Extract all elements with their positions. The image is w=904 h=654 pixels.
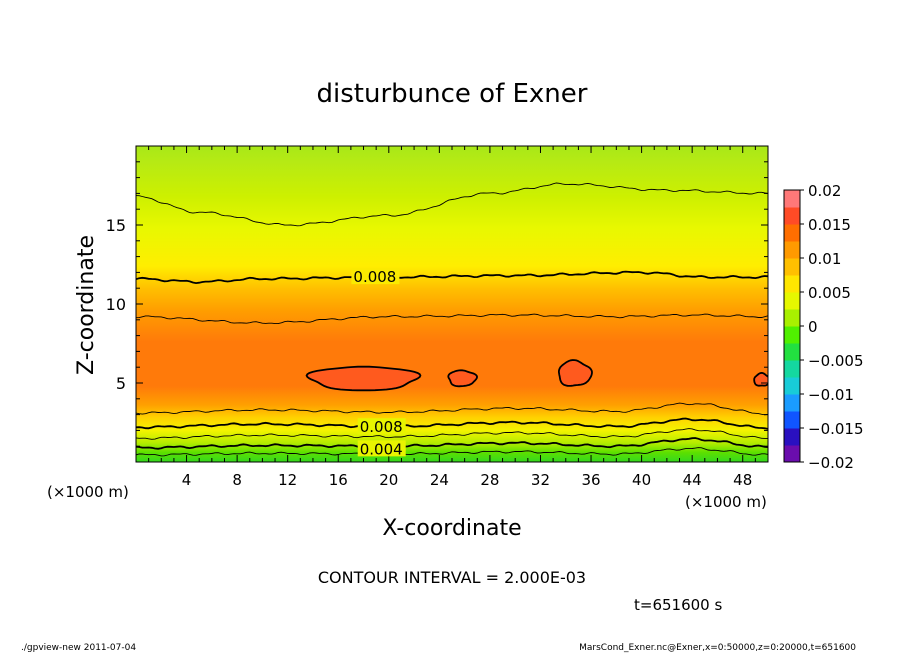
x-tick-label: 28 bbox=[480, 471, 499, 489]
x-tick-label: 44 bbox=[683, 471, 702, 489]
colorbar-swatch bbox=[784, 258, 800, 276]
colorbar-label: 0.005 bbox=[808, 284, 851, 302]
y-axis: 5 10 15 bbox=[106, 161, 768, 447]
y-tick-label: 10 bbox=[106, 295, 126, 314]
x-tick-label: 8 bbox=[232, 471, 242, 489]
colorbar-label: 0.015 bbox=[808, 216, 851, 234]
x-tick-label: 48 bbox=[733, 471, 752, 489]
x-axis-title: X-coordinate bbox=[382, 516, 521, 541]
contour-labels: 0.008 0.008 0.004 bbox=[351, 268, 406, 458]
contour-label-bg bbox=[351, 268, 400, 285]
x-tick-label: 24 bbox=[430, 471, 449, 489]
contour-line bbox=[136, 313, 768, 325]
contour-line bbox=[136, 402, 768, 416]
colorbar-swatch bbox=[784, 411, 800, 429]
colorbar-swatch bbox=[784, 241, 800, 259]
colorbar-label: 0 bbox=[808, 318, 818, 336]
colorbar-swatch bbox=[784, 292, 800, 310]
colorbar-swatch bbox=[784, 224, 800, 242]
plot-area bbox=[136, 146, 768, 462]
closed-contour bbox=[447, 369, 478, 388]
colorbar-label: −0.005 bbox=[808, 352, 864, 370]
x-unit-right: (×1000 m) bbox=[685, 493, 767, 511]
closed-contour bbox=[558, 359, 593, 387]
x-tick-label: 32 bbox=[531, 471, 550, 489]
contour-interval-text: CONTOUR INTERVAL = 2.000E-03 bbox=[318, 568, 586, 587]
colorbar-swatch bbox=[784, 394, 800, 412]
chart-title: disturbunce of Exner bbox=[317, 79, 588, 109]
contour-line bbox=[136, 437, 768, 450]
y-tick-label: 5 bbox=[116, 374, 126, 393]
footer-left: ./gpview-new 2011-07-04 bbox=[21, 643, 136, 653]
x-tick-label: 36 bbox=[581, 471, 600, 489]
y-tick-label: 15 bbox=[106, 216, 126, 235]
footer-right: MarsCond_Exner.nc@Exner,x=0:50000,z=0:20… bbox=[579, 643, 856, 653]
colorbar-swatch bbox=[784, 445, 800, 463]
x-tick-label: 40 bbox=[632, 471, 651, 489]
x-tick-label: 12 bbox=[278, 471, 297, 489]
contour-lines bbox=[136, 182, 768, 457]
contour-line bbox=[136, 417, 768, 430]
contour-label-bg bbox=[357, 418, 406, 435]
colorbar-label: −0.01 bbox=[808, 386, 854, 404]
colorbar-swatch bbox=[784, 309, 800, 327]
colorbar-swatch bbox=[784, 343, 800, 361]
colorbar-label: 0.01 bbox=[808, 250, 841, 268]
x-unit-left: (×1000 m) bbox=[47, 483, 129, 501]
contour-field bbox=[136, 146, 768, 462]
contour-label: 0.008 bbox=[353, 268, 396, 286]
colorbar-swatch bbox=[784, 275, 800, 293]
colorbar-swatch bbox=[784, 360, 800, 378]
colorbar-swatch bbox=[784, 326, 800, 344]
colorbar-swatch bbox=[784, 377, 800, 395]
contour-label: 0.004 bbox=[360, 440, 403, 458]
contour-line bbox=[136, 428, 768, 440]
colorbar-label: −0.015 bbox=[808, 420, 864, 438]
contour-line bbox=[136, 270, 768, 285]
colorbar-label: −0.02 bbox=[808, 454, 854, 472]
colorbar-label: 0.02 bbox=[808, 182, 841, 200]
contour-label-bg bbox=[357, 440, 406, 457]
x-tick-label: 16 bbox=[329, 471, 348, 489]
colorbar-swatch bbox=[784, 428, 800, 446]
x-axis: 4 8 12 16 20 24 28 32 36 40 44 48 bbox=[148, 146, 756, 489]
closed-contour bbox=[305, 365, 422, 392]
contour-label: 0.008 bbox=[360, 418, 403, 436]
contour-line bbox=[136, 182, 768, 227]
colorbar-swatch bbox=[784, 190, 800, 208]
colorbar: 0.02 0.015 0.01 0.005 0 −0.005 −0.01 −0.015 −0.0… bbox=[783, 182, 864, 472]
time-text: t=651600 s bbox=[634, 596, 722, 614]
x-tick-label: 20 bbox=[379, 471, 398, 489]
y-axis-title: Z-coordinate bbox=[74, 235, 99, 375]
contour-line bbox=[136, 447, 768, 457]
colorbar-swatch bbox=[784, 207, 800, 225]
x-tick-label: 4 bbox=[182, 471, 192, 489]
